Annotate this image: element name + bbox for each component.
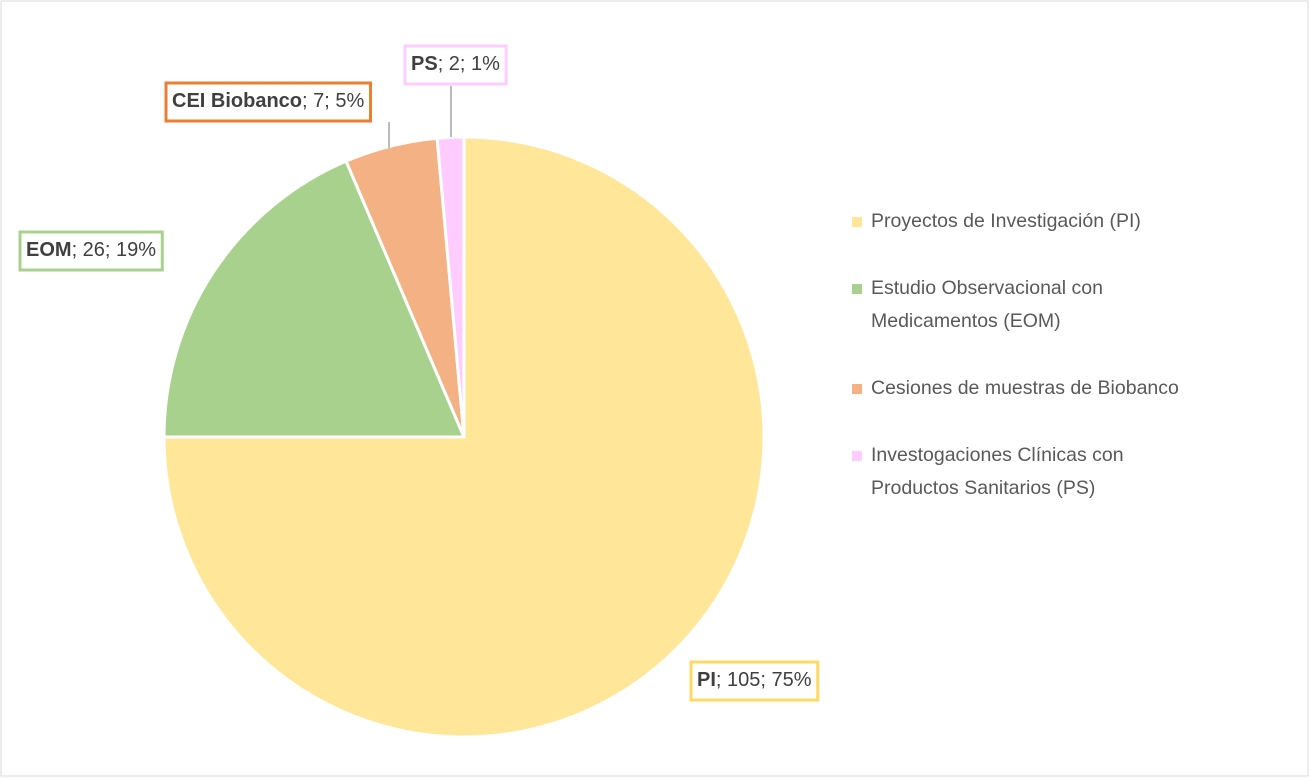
legend-swatch [852,384,862,394]
legend-swatch [852,451,862,461]
data-label-box [403,44,508,86]
legend: Proyectos de Investigación (PI) Estudio O… [852,205,1292,539]
pie-slice [435,135,466,438]
legend-item: Proyectos de Investigación (PI) [852,205,1292,238]
legend-item: Cesiones de muestras de Biobanco [852,372,1292,405]
pie-slice [162,135,766,739]
data-label-box [18,230,164,272]
data-label: CEI Biobanco; 7; 5% [172,90,364,112]
data-label-box [689,660,820,702]
legend-swatch [852,217,862,227]
legend-label: Investogaciones Clínicas con Productos S… [871,444,1124,499]
data-label-box [164,81,372,123]
data-label: EOM; 26; 19% [26,239,156,261]
data-label: PI; 105; 75% [697,669,812,691]
data-label: PS; 2; 1% [411,53,500,75]
legend-swatch [852,284,862,294]
legend-item: Investogaciones Clínicas con Productos S… [852,439,1292,505]
pie-slice [162,159,467,439]
legend-label: Estudio Observacional con Medicamentos (… [871,277,1103,332]
legend-label: Cesiones de muestras de Biobanco [871,377,1179,399]
legend-item: Estudio Observacional con Medicamentos (… [852,272,1292,338]
legend-label: Proyectos de Investigación (PI) [871,210,1141,232]
